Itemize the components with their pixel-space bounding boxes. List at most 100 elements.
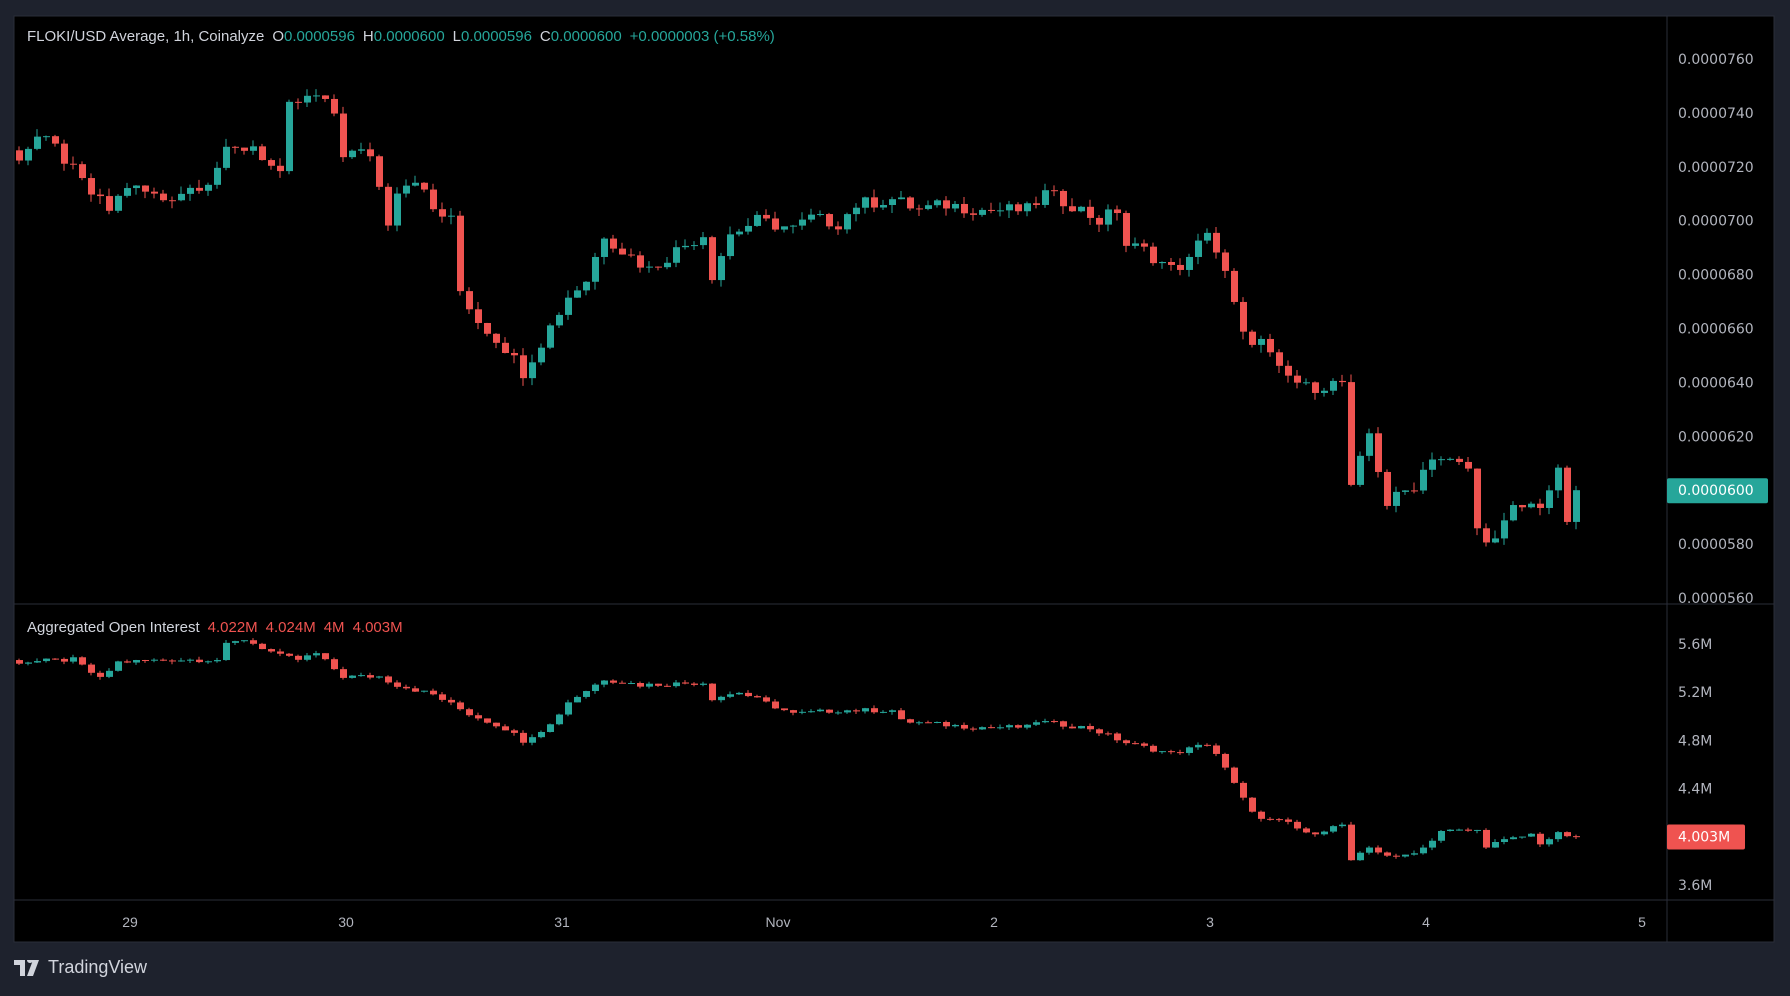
oi-candle-body	[142, 660, 149, 662]
oi-candle-body	[304, 655, 311, 660]
price-candle-body	[1204, 232, 1211, 241]
tradingview-logo[interactable]: TradingView	[14, 957, 147, 978]
price-candle-body	[583, 281, 590, 291]
symbol-title[interactable]: FLOKI/USD Average, 1h, Coinalyze	[27, 28, 265, 45]
oi-candle-body	[1267, 818, 1274, 820]
last-price-box	[1667, 478, 1768, 504]
oi-title[interactable]: Aggregated Open Interest	[27, 619, 200, 636]
oi-tick-label: 4.4M	[1678, 782, 1712, 798]
price-candle-body	[34, 136, 41, 149]
oi-candle-body	[1078, 726, 1085, 729]
oi-candle-body	[1159, 751, 1166, 753]
price-tick-label: 0.0000660	[1678, 322, 1754, 338]
price-candle-body	[1447, 458, 1454, 460]
price-tick-label: 0.0000640	[1678, 375, 1754, 391]
oi-candle-body	[97, 672, 104, 677]
oi-candle-body	[898, 710, 905, 720]
price-candle-body	[439, 209, 446, 217]
price-candle-body	[943, 200, 950, 209]
price-candle-body	[1411, 490, 1418, 492]
oi-candle-body	[1186, 747, 1193, 753]
oi-candle-body	[1195, 744, 1202, 748]
price-candle-body	[385, 186, 392, 226]
oi-candle-body	[1276, 819, 1283, 821]
oi-candle-body	[43, 658, 50, 662]
oi-candle-body	[1096, 729, 1103, 734]
price-candle-body	[1168, 261, 1175, 265]
oi-tick-label: 4.8M	[1678, 733, 1712, 749]
price-candle-body	[1042, 190, 1049, 205]
last-price-label: 0.0000600	[1678, 483, 1754, 499]
price-candle-body	[1096, 217, 1103, 225]
oi-candle-body	[25, 662, 32, 664]
oi-candle-body	[808, 711, 815, 713]
price-candle-body	[1141, 243, 1148, 247]
price-candle-body	[1321, 390, 1328, 393]
price-candle-body	[214, 167, 221, 185]
brand-name: TradingView	[48, 957, 148, 977]
oi-candle-body	[1555, 832, 1562, 840]
price-candle-body	[574, 290, 581, 298]
price-axis[interactable]: 0.0000760 0.0000740 0.0000720 0.0000700 0.00…	[1678, 52, 1754, 607]
price-candle-body	[358, 149, 365, 151]
oi-candle-body	[187, 659, 194, 661]
price-candle-body	[52, 136, 59, 144]
time-tick-label: 29	[122, 914, 138, 930]
price-candle-body	[1285, 365, 1292, 376]
price-candle-body	[727, 234, 734, 257]
price-candle-body	[763, 214, 770, 219]
oi-candle-body	[241, 640, 248, 642]
price-candle-body	[286, 101, 293, 172]
oi-candle-body	[70, 657, 77, 662]
oi-candle-body	[988, 727, 995, 729]
price-candle-body	[493, 333, 500, 343]
oi-low: 4M	[323, 619, 345, 636]
price-candle-body	[889, 199, 896, 205]
oi-candle-body	[1492, 841, 1499, 848]
price-candle-body	[178, 193, 185, 201]
oi-candle-body	[772, 701, 779, 709]
price-candle-body	[934, 200, 941, 206]
price-candle-body	[1060, 190, 1067, 207]
oi-candle-body	[1006, 725, 1013, 728]
price-candle-body	[790, 225, 797, 227]
oi-candle-body	[583, 691, 590, 697]
price-candle-body	[1384, 471, 1391, 506]
price-candle-body	[1240, 301, 1247, 332]
price-candle-body	[331, 98, 338, 114]
oi-axis[interactable]: 5.6M 5.2M 4.8M 4.4M 3.6M	[1678, 637, 1712, 894]
oi-candle-body	[1375, 847, 1382, 853]
price-candle-body	[1429, 459, 1436, 470]
price-candle-body	[610, 238, 617, 249]
price-candle-body	[556, 314, 563, 326]
oi-candle-body	[799, 711, 806, 713]
price-tick-label: 0.0000700	[1678, 214, 1754, 230]
oi-candle-body	[673, 682, 680, 687]
price-candle-body	[691, 245, 698, 247]
price-candle-body	[1312, 382, 1319, 393]
oi-candle-body	[1285, 819, 1292, 822]
oi-candle-body	[151, 659, 158, 661]
close-value: 0.0000600	[550, 28, 622, 45]
price-candle-body	[619, 248, 626, 255]
oi-candle-body	[394, 682, 401, 687]
price-candle-body	[1231, 270, 1238, 302]
oi-candle-body	[1222, 753, 1229, 768]
oi-candle-body	[1249, 797, 1256, 812]
price-candle-body	[817, 214, 824, 216]
oi-candle-body	[970, 728, 977, 730]
price-candle-body	[772, 218, 779, 230]
price-candle-body	[88, 178, 95, 195]
price-candle-body	[1330, 380, 1337, 391]
oi-candle-body	[943, 721, 950, 727]
oi-candle-body	[52, 658, 59, 660]
price-candle-body	[376, 156, 383, 187]
price-candle-body	[25, 148, 32, 161]
time-axis[interactable]: 29 30 31 Nov 2 3 4 5	[122, 914, 1646, 930]
oi-close: 4.003M	[352, 619, 403, 636]
oi-candle-body	[862, 708, 869, 712]
oi-candle-body	[826, 709, 833, 713]
price-tick-label: 0.0000580	[1678, 537, 1754, 553]
oi-candle-body	[700, 683, 707, 685]
